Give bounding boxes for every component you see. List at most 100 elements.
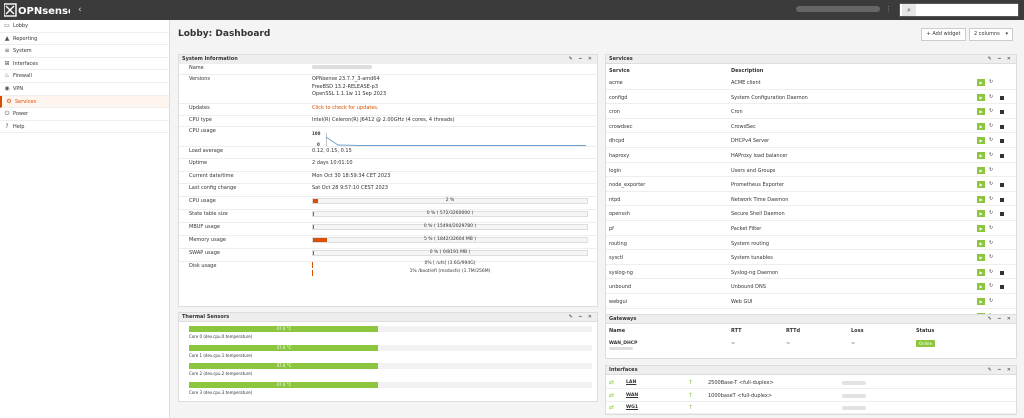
sidebar-item-services[interactable]: ⚙ Services <box>0 95 169 109</box>
search-icon[interactable]: ⌕ <box>902 4 916 16</box>
cpu-chart-ymax: 100 <box>312 131 321 136</box>
restart-service-icon[interactable]: ↻ <box>989 268 994 275</box>
row-divider <box>179 209 599 210</box>
stop-service-icon[interactable] <box>1000 212 1004 217</box>
stop-service-icon[interactable] <box>1000 110 1004 115</box>
search-box[interactable]: ⌕ <box>899 3 1019 17</box>
more-icon[interactable]: ⋮ <box>885 5 892 13</box>
restart-service-icon[interactable]: ↻ <box>989 93 994 100</box>
columns-select[interactable]: 2 columns ▾ <box>969 28 1013 41</box>
row-divider <box>179 171 599 172</box>
restart-service-icon[interactable]: ↻ <box>989 283 994 290</box>
restart-service-icon[interactable]: ↻ <box>989 108 994 115</box>
interface-link[interactable]: LAN <box>626 380 637 385</box>
start-service-button[interactable]: ▶ <box>977 152 985 159</box>
interface-link[interactable]: WG1 <box>626 405 639 410</box>
service-description: HAProxy load balancer <box>731 153 788 159</box>
interface-icon: ⇄ <box>609 404 615 411</box>
start-service-button[interactable]: ▶ <box>977 166 985 174</box>
stop-service-icon[interactable] <box>1000 270 1004 275</box>
collapse-sidebar-icon[interactable]: ‹ <box>78 5 82 15</box>
start-service-button[interactable]: ▶ <box>977 268 985 276</box>
start-service-button[interactable]: ▶ <box>977 254 985 262</box>
restart-service-icon[interactable]: ↻ <box>989 79 994 85</box>
gateways-widget: Gateways ✎ ‒ ✕ Name RTT RTTd Loss Status WAN_D… <box>605 314 1017 359</box>
restart-service-icon[interactable]: ↻ <box>989 298 994 304</box>
usage-bar: 2 % <box>312 198 588 204</box>
usage-bar-fill <box>312 262 313 268</box>
service-description: Users and Groups <box>731 167 776 174</box>
sidebar-item-firewall[interactable]: ♨ Firewall <box>0 70 169 83</box>
stop-service-icon[interactable] <box>1000 285 1004 290</box>
caret-down-icon: ▾ <box>1005 31 1008 37</box>
restart-service-icon[interactable]: ↻ <box>989 181 994 188</box>
restart-service-icon[interactable]: ↻ <box>989 166 994 173</box>
gateway-rtt: ~ <box>731 341 736 347</box>
widget-controls[interactable]: ✎ ‒ ✕ <box>987 367 1013 373</box>
widget-controls[interactable]: ✎ ‒ ✕ <box>987 316 1013 322</box>
sidebar-item-label: Reporting <box>13 35 38 42</box>
start-service-button[interactable]: ▶ <box>977 283 985 291</box>
start-service-button[interactable]: ▶ <box>977 210 985 218</box>
stop-service-icon[interactable] <box>1000 183 1004 188</box>
start-service-button[interactable]: ▶ <box>977 239 985 247</box>
sidebar-item-help[interactable]: ? Help <box>0 121 169 134</box>
interfaces-widget: Interfaces ✎ ‒ ✕ ⇄ LAN ↑ 2500Base-T <full-du… <box>605 365 1017 415</box>
widget-controls[interactable]: ✎ ‒ ✕ <box>568 56 594 62</box>
start-service-button[interactable]: ▶ <box>977 225 985 232</box>
restart-service-icon[interactable]: ↻ <box>989 195 994 202</box>
usage-bar: 5 % ( 1842/32604 MB ) <box>312 237 588 243</box>
start-service-button[interactable]: ▶ <box>977 93 985 101</box>
sidebar-item-power[interactable]: ⏻ Power <box>0 108 169 121</box>
interface-link[interactable]: WAN <box>626 392 639 398</box>
opnsense-logo[interactable]: OPNsense <box>4 3 70 17</box>
start-service-button[interactable]: ▶ <box>977 181 985 189</box>
user-account[interactable] <box>796 6 880 12</box>
restart-service-icon[interactable]: ↻ <box>989 210 994 217</box>
info-row: State table size <box>179 211 599 221</box>
sidebar-item-interfaces[interactable]: ⊞ Interfaces <box>0 58 169 71</box>
start-service-button[interactable]: ▶ <box>977 298 985 305</box>
restart-service-icon[interactable]: ↻ <box>989 254 994 261</box>
add-widget-button[interactable]: + Add widget <box>921 28 966 41</box>
gateway-rttd: ~ <box>786 341 791 347</box>
stop-service-icon[interactable] <box>1000 139 1004 144</box>
service-name: acme <box>609 80 623 86</box>
widget-controls[interactable]: ✎ ‒ ✕ <box>987 56 1013 62</box>
service-description: Network Time Daemon <box>731 196 789 203</box>
thermal-value: 47.0 °C <box>276 344 292 350</box>
globe-icon: ◉ <box>4 84 10 92</box>
start-service-button[interactable]: ▶ <box>977 122 985 130</box>
service-name: webgui <box>609 299 628 305</box>
stop-service-icon[interactable] <box>1000 124 1004 129</box>
restart-service-icon[interactable]: ↻ <box>989 122 994 129</box>
gateway-loss: ~ <box>851 341 856 347</box>
start-service-button[interactable]: ▶ <box>977 108 985 116</box>
sidebar-item-system[interactable]: ≡ System <box>0 45 169 58</box>
restart-service-icon[interactable]: ↻ <box>989 239 994 246</box>
stop-service-icon[interactable] <box>1000 197 1004 202</box>
sidebar-item-vpn[interactable]: ◉ VPN <box>0 83 169 96</box>
restart-service-icon[interactable]: ↻ <box>989 225 994 231</box>
restart-service-icon[interactable]: ↻ <box>989 152 994 158</box>
widget-controls[interactable]: ✎ ‒ ✕ <box>568 314 594 320</box>
thermal-value: 47.0 °C <box>276 381 292 387</box>
row-divider <box>179 158 599 159</box>
sidebar-item-reporting[interactable]: ▲ Reporting <box>0 33 169 46</box>
info-key: MBUF usage <box>189 224 220 230</box>
usage-bar: 0 % ( 572/3260000 ) <box>312 211 588 217</box>
start-service-button[interactable]: ▶ <box>977 195 985 203</box>
restart-service-icon[interactable]: ↻ <box>989 137 994 144</box>
sidebar-item-lobby[interactable]: ▭ Lobby <box>0 20 169 33</box>
usage-bar-label: 0 % ( 0/8191 MB ) <box>429 250 471 255</box>
info-row: Memory usage <box>179 237 599 247</box>
start-service-button[interactable]: ▶ <box>977 137 985 145</box>
info-value[interactable]: Click to check for updates. <box>312 105 379 111</box>
row-divider <box>179 126 599 127</box>
stop-service-icon[interactable] <box>1000 95 1004 100</box>
info-row: CPU usage <box>179 198 599 208</box>
start-service-button[interactable]: ▶ <box>977 79 985 86</box>
stop-service-icon[interactable] <box>1000 154 1004 158</box>
service-row-node_exporter: node_exporter Prometheus Exporter ▶ ↻ <box>606 179 1016 192</box>
info-row: CPU usage <box>179 128 599 138</box>
